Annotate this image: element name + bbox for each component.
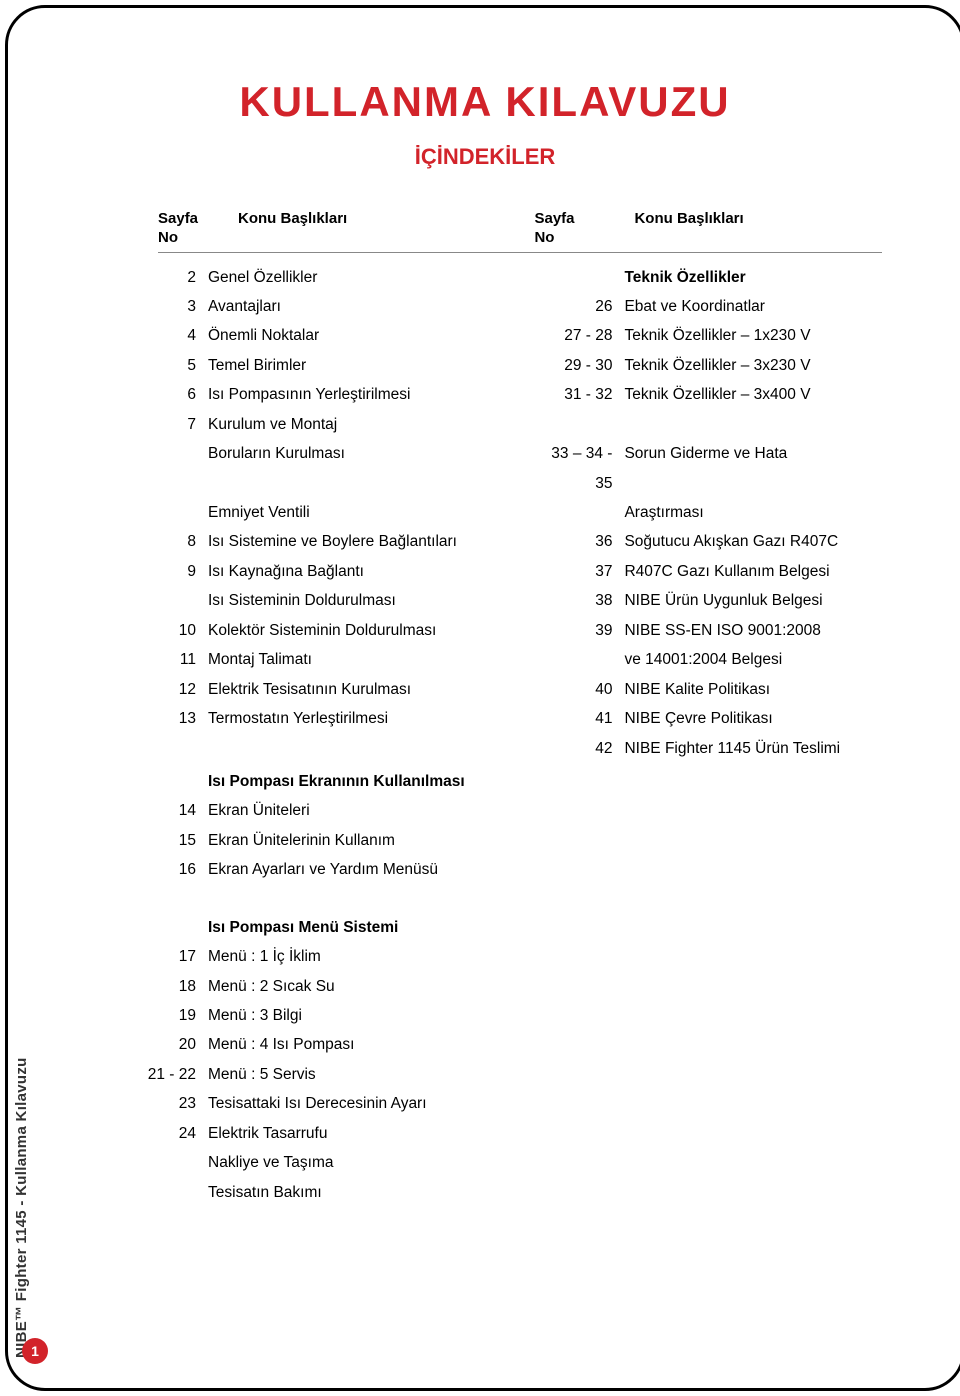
toc-entry: Genel Özellikler (208, 263, 534, 292)
header-page-right: Sayfa No (534, 210, 624, 248)
toc-entry: Menü : 5 Servis (208, 1060, 336, 1089)
toc-page: 7 (158, 410, 208, 439)
toc-page (158, 1178, 208, 1207)
toc-page: 15 (158, 826, 208, 855)
toc-entry: Önemli Noktalar (208, 321, 534, 350)
toc-page (158, 586, 208, 615)
main-title: KULLANMA KILAVUZU (58, 78, 912, 126)
toc-entry: Avantajları (208, 292, 534, 321)
toc-entry: Isı Sisteminin Doldurulması (208, 586, 534, 615)
toc-page: 3 (158, 292, 208, 321)
toc-page: 16 (158, 855, 208, 884)
toc-entry: Menü : 4 Isı Pompası (208, 1030, 374, 1059)
toc-page: 17 (158, 942, 208, 971)
toc-page: 27 - 28 (534, 321, 624, 350)
toc-page (158, 498, 208, 527)
toc-page (158, 1148, 208, 1177)
toc-entry: Nakliye ve Taşıma (208, 1148, 353, 1177)
toc-page: 21 - 22 (138, 1060, 208, 1089)
toc-entry: Menü : 1 İç İklim (208, 942, 341, 971)
toc-page: 13 (158, 704, 208, 733)
toc-page: 18 (158, 972, 208, 1001)
toc-entry: Ekran Üniteleri (208, 796, 330, 825)
table-of-contents: Sayfa No Konu Başlıkları Sayfa No Konu B… (158, 210, 882, 1207)
document-page: KULLANMA KILAVUZU İÇİNDEKİLER Sayfa No K… (5, 5, 960, 1391)
toc-page: 6 (158, 380, 208, 409)
toc-entry: Sorun Giderme ve Hata (624, 439, 882, 498)
toc-page: 40 (534, 675, 624, 704)
toc-page: 31 - 32 (534, 380, 624, 409)
toc-entry: Ekran Ünitelerinin Kullanım (208, 826, 415, 855)
toc-entry: Termostatın Yerleştirilmesi (208, 704, 534, 733)
subtitle: İÇİNDEKİLER (58, 144, 912, 170)
toc-page: 41 (534, 704, 624, 733)
toc-entry: Isı Sistemine ve Boylere Bağlantıları (208, 527, 534, 556)
toc-page: 42 (534, 734, 624, 763)
sidebar-product-label: NIBE™ Fighter 1145 - Kullanma Kılavuzu (13, 1057, 30, 1358)
toc-entry: Teknik Özellikler (624, 263, 882, 292)
toc-entry: Elektrik Tesisatının Kurulması (208, 675, 534, 704)
toc-page: 36 (534, 527, 624, 556)
toc-page (534, 410, 624, 439)
toc-entry: NIBE SS-EN ISO 9001:2008 (624, 616, 882, 645)
toc-entry: NIBE Çevre Politikası (624, 704, 882, 733)
toc-page: 33 – 34 - 35 (534, 439, 624, 498)
toc-page: 4 (158, 321, 208, 350)
section-heading: Isı Pompası Ekranının Kullanılması (208, 767, 485, 796)
toc-entry: Teknik Özellikler – 1x230 V (624, 321, 882, 350)
toc-page: 19 (158, 1001, 208, 1030)
toc-entry: Kolektör Sisteminin Doldurulması (208, 616, 534, 645)
toc-entry: NIBE Ürün Uygunluk Belgesi (624, 586, 882, 615)
toc-entry: Araştırması (624, 498, 882, 527)
toc-page: 38 (534, 586, 624, 615)
toc-page: 23 (158, 1089, 208, 1118)
toc-entry: NIBE Kalite Politikası (624, 675, 882, 704)
toc-page: 12 (158, 675, 208, 704)
toc-page: 26 (534, 292, 624, 321)
toc-entry: Isı Kaynağına Bağlantı (208, 557, 534, 586)
toc-page: 14 (158, 796, 208, 825)
toc-page (534, 263, 624, 292)
toc-entry: Menü : 2 Sıcak Su (208, 972, 355, 1001)
toc-page: 29 - 30 (534, 351, 624, 380)
toc-entry: R407C Gazı Kullanım Belgesi (624, 557, 882, 586)
toc-header: Sayfa No Konu Başlıkları Sayfa No Konu B… (158, 210, 882, 253)
toc-entry: Kurulum ve Montaj (208, 410, 534, 439)
toc-page: 11 (158, 645, 208, 674)
toc-entry: Tesisatın Bakımı (208, 1178, 342, 1207)
toc-page: 20 (158, 1030, 208, 1059)
toc-entry: Tesisattaki Isı Derecesinin Ayarı (208, 1089, 447, 1118)
toc-entry: Ekran Ayarları ve Yardım Menüsü (208, 855, 458, 884)
toc-page (158, 439, 208, 498)
toc-entry: Emniyet Ventili (208, 498, 534, 527)
toc-entry: Teknik Özellikler – 3x400 V (624, 380, 882, 409)
header-topic-right: Konu Başlıkları (624, 210, 743, 248)
toc-entry: Menü : 3 Bilgi (208, 1001, 322, 1030)
header-page-left: Sayfa No (158, 210, 228, 248)
toc-entry: Boruların Kurulması (208, 439, 534, 498)
toc-page: 37 (534, 557, 624, 586)
toc-page (534, 498, 624, 527)
header-topic-left: Konu Başlıkları (228, 210, 347, 248)
toc-page (534, 645, 624, 674)
toc-entry: Isı Pompasının Yerleştirilmesi (208, 380, 534, 409)
toc-entry: Teknik Özellikler – 3x230 V (624, 351, 882, 380)
toc-entry: Soğutucu Akışkan Gazı R407C (624, 527, 882, 556)
toc-entry: NIBE Fighter 1145 Ürün Teslimi (624, 734, 882, 763)
toc-entry: Ebat ve Koordinatlar (624, 292, 882, 321)
toc-page: 2 (158, 263, 208, 292)
toc-entry: Elektrik Tasarrufu (208, 1119, 347, 1148)
section-heading: Isı Pompası Menü Sistemi (208, 913, 418, 942)
toc-page: 24 (158, 1119, 208, 1148)
toc-entry (624, 410, 882, 439)
toc-page: 10 (158, 616, 208, 645)
toc-page: 39 (534, 616, 624, 645)
toc-page: 8 (158, 527, 208, 556)
toc-page: 9 (158, 557, 208, 586)
toc-page: 5 (158, 351, 208, 380)
toc-entry: Montaj Talimatı (208, 645, 534, 674)
toc-entry: ve 14001:2004 Belgesi (624, 645, 882, 674)
page-number-badge: 1 (22, 1338, 48, 1364)
toc-entry: Temel Birimler (208, 351, 534, 380)
